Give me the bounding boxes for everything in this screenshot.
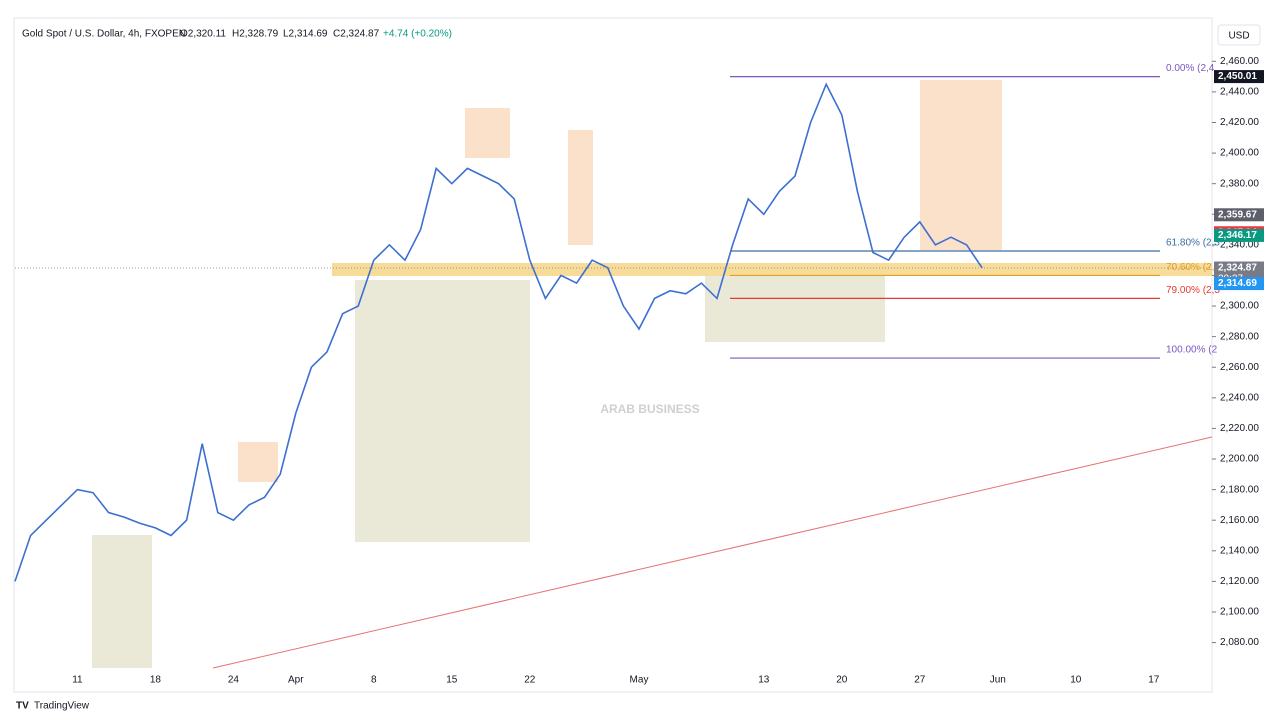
y-tick-label: 2,420.00	[1220, 117, 1259, 128]
open: O2,320.11	[180, 29, 226, 40]
x-tick-label: 10	[1070, 675, 1082, 686]
symbol: Gold Spot / U.S. Dollar, 4h, FXOPEN	[22, 29, 186, 40]
y-tick-label: 2,380.00	[1220, 178, 1259, 189]
price-badge	[1214, 277, 1264, 291]
y-tick-label: 2,440.00	[1220, 87, 1259, 98]
low: L2,314.69	[283, 29, 328, 40]
price-badge-label: 2,314.69	[1218, 278, 1257, 289]
y-tick-label: 2,160.00	[1220, 515, 1259, 526]
y-tick-label: 2,120.00	[1220, 576, 1259, 587]
y-tick-label: 2,280.00	[1220, 331, 1259, 342]
price-badge	[1214, 228, 1264, 242]
price-line	[14, 82, 983, 582]
brand: TradingView	[34, 701, 90, 712]
x-tick-label: May	[630, 675, 649, 686]
x-tick-label: 13	[758, 675, 770, 686]
x-tick-label: 15	[446, 675, 458, 686]
fib-label: 100.00% (2	[1166, 345, 1218, 356]
y-tick-label: 2,080.00	[1220, 637, 1259, 648]
trend-line	[212, 436, 1213, 669]
close: C2,324.87	[333, 29, 380, 40]
zone	[465, 108, 510, 158]
zones	[92, 80, 1212, 668]
x-tick-label: Apr	[288, 675, 304, 686]
x-tick-label: 11	[72, 675, 83, 686]
price-badge	[1214, 70, 1264, 84]
zone	[238, 442, 278, 482]
y-tick-label: 2,100.00	[1220, 607, 1259, 618]
x-tick-label: 27	[914, 675, 926, 686]
plot-frame	[13, 17, 1213, 693]
yellow-zone	[332, 263, 1212, 276]
x-tick-label: 24	[228, 675, 240, 686]
fib-label: 79.00% (2,3	[1166, 285, 1220, 296]
y-tick-label: 2,340.00	[1220, 240, 1259, 251]
x-tick-label: 17	[1148, 675, 1160, 686]
y-tick-label: 2,180.00	[1220, 484, 1259, 495]
price-badge-label: 2,359.67	[1218, 209, 1257, 220]
y-tick-label: 2,200.00	[1220, 454, 1259, 465]
zone	[355, 280, 530, 542]
zone	[92, 535, 152, 668]
price-badge	[1214, 208, 1264, 222]
watermark: ARAB BUSINESS	[600, 402, 699, 416]
currency-button[interactable]	[1217, 24, 1261, 46]
fib-label: 61.80% (2,3	[1166, 238, 1220, 249]
zone	[705, 270, 885, 342]
high: H2,328.79	[232, 29, 279, 40]
price-badge-label: 2,346.17	[1218, 230, 1257, 241]
price-badge-label: 2,324.87	[1218, 263, 1257, 274]
y-tick-label: 2,140.00	[1220, 545, 1259, 556]
y-tick-label: 2,220.00	[1220, 423, 1259, 434]
y-tick-label: 2,240.00	[1220, 392, 1259, 403]
y-tick-label: 2,260.00	[1220, 362, 1259, 373]
price-badge-label: 2,450.01	[1218, 71, 1257, 82]
x-tick-label: Jun	[990, 675, 1006, 686]
y-tick-label: 2,460.00	[1220, 56, 1259, 67]
x-tick-label: 22	[524, 675, 536, 686]
currency: USD	[1228, 31, 1249, 42]
zone	[920, 80, 1002, 250]
x-tick-label: 18	[150, 675, 162, 686]
x-tick-label: 20	[836, 675, 848, 686]
fib-label: 70.60% (2,3	[1166, 262, 1220, 273]
zone	[568, 130, 593, 245]
brand-logo: TV	[16, 701, 29, 712]
y-tick-label: 2,400.00	[1220, 148, 1259, 159]
y-tick-label: 2,300.00	[1220, 301, 1259, 312]
x-tick-label: 8	[371, 675, 377, 686]
fib-label: 0.00% (2,4	[1166, 63, 1215, 74]
change: +4.74 (+0.20%)	[383, 29, 452, 40]
